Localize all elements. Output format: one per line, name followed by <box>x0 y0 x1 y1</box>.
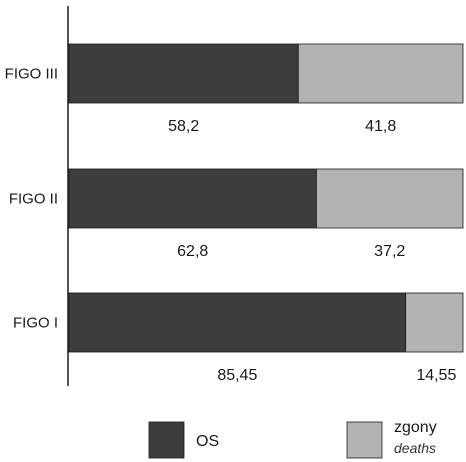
legend-swatch-os <box>148 421 185 459</box>
value-label-deaths: 14,55 <box>416 367 456 384</box>
bar-deaths-1 <box>316 168 464 229</box>
category-label: FIGO II <box>9 191 58 208</box>
legend-label-os: OS <box>196 433 219 450</box>
bar-deaths-2 <box>405 292 464 353</box>
bar-os-0 <box>68 43 299 104</box>
value-label-os: 62,8 <box>177 243 208 260</box>
legend-label-deaths: deaths <box>394 440 436 456</box>
value-labels-layer: 58,2 41,8 62,8 37,2 85,45 14,55 <box>168 118 456 384</box>
legend-label-zgony: zgony <box>394 419 437 436</box>
value-label-deaths: 37,2 <box>374 243 405 260</box>
bar-os-2 <box>68 292 407 353</box>
bars-layer <box>68 43 464 353</box>
category-label: FIGO I <box>13 315 58 332</box>
value-label-os: 85,45 <box>217 367 257 384</box>
category-label: FIGO III <box>5 66 58 83</box>
category-labels-layer: FIGO III FIGO II FIGO I <box>5 66 58 332</box>
legend: OS zgony deaths <box>148 419 437 459</box>
value-label-os: 58,2 <box>168 118 199 135</box>
value-label-deaths: 41,8 <box>365 118 396 135</box>
legend-swatch-deaths <box>346 421 383 459</box>
bar-deaths-0 <box>297 43 464 104</box>
bar-os-1 <box>68 168 317 229</box>
